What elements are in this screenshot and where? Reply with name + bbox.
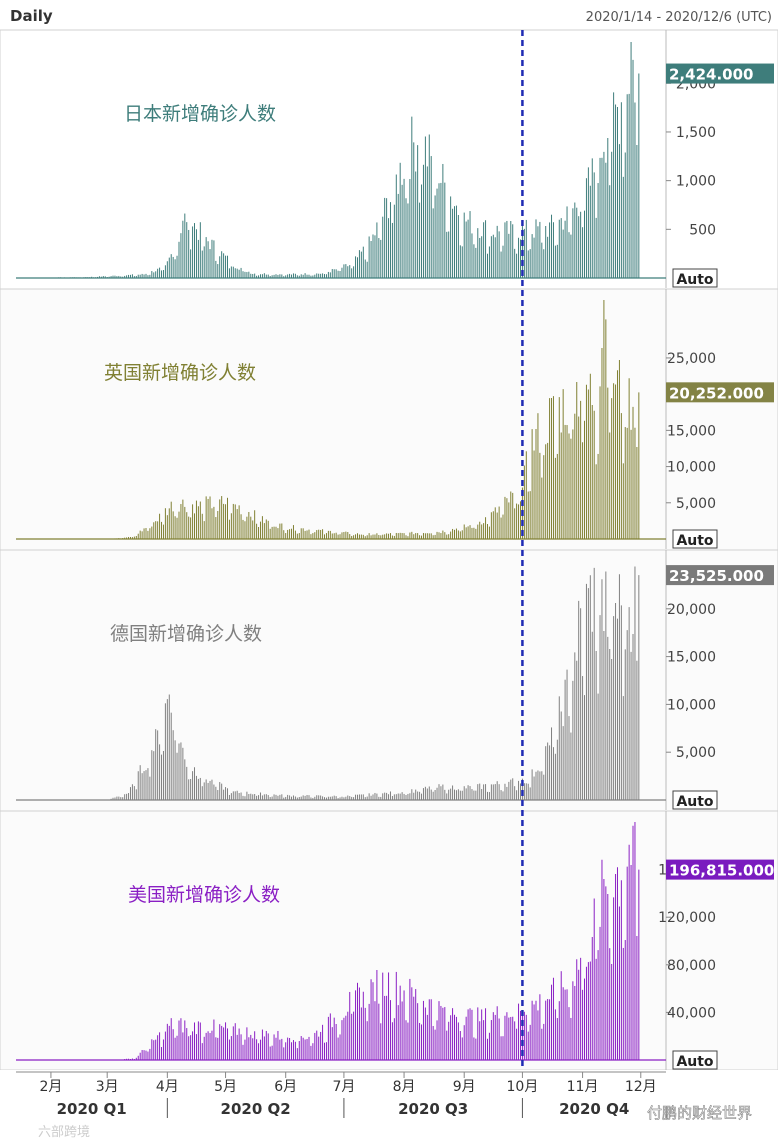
auto-scale-button[interactable]: Auto [672,1050,718,1070]
x-month-label: 5月 [214,1079,237,1095]
y-tick-label: 80,000 [667,958,716,974]
y-tick-label: 10,000 [667,697,716,713]
last-value-text: 20,252.000 [669,384,764,402]
auto-button-box[interactable] [672,790,718,810]
auto-button-box[interactable] [672,529,718,549]
last-value-label: 196,815.000 [666,859,774,880]
x-month-label: 2月 [39,1079,62,1095]
last-value-bg [666,565,774,586]
x-month-label: 10月 [507,1079,539,1095]
y-tick-label: 500 [689,222,716,238]
x-month-label: 3月 [96,1079,119,1095]
last-value-label: 20,252.000 [666,382,774,403]
panel-background [0,549,778,812]
auto-scale-button[interactable]: Auto [672,529,718,549]
last-value-label: 2,424.000 [666,63,774,84]
auto-button-label[interactable]: Auto [676,1054,713,1070]
y-tick-label: 1,500 [676,125,716,141]
auto-button-box[interactable] [672,268,718,288]
x-quarter-label: 2020 Q2 [221,1100,291,1118]
bar-series [116,822,640,1060]
auto-scale-button[interactable]: Auto [672,268,718,288]
watermark-right: 付鹏的财经世界 [647,1104,752,1122]
panel-title: 日本新增确诊人数 [124,103,276,125]
last-value-text: 23,525.000 [669,567,764,585]
y-tick-label: 120,000 [658,910,716,926]
header-bar [0,0,778,30]
x-axis: 2月 3月 4月 5月 6月 7月 8月 9月 10月 11月 12月 2020 Q1 2020 Q2 2… [0,1070,778,1146]
x-month-label: 7月 [332,1079,355,1095]
auto-button-label[interactable]: Auto [676,533,713,549]
date-range-label: 2020/1/14 - 2020/12/6 (UTC) [586,10,772,25]
panel-4: 40,00080,000120,000160,000美国新增确诊人数196,81… [0,810,778,1071]
auto-button-label[interactable]: Auto [676,272,713,288]
x-month-label: 4月 [156,1079,179,1095]
x-month-label: 8月 [393,1079,416,1095]
panel-title: 美国新增确诊人数 [128,884,280,906]
auto-button-label[interactable]: Auto [676,794,713,810]
last-value-text: 196,815.000 [669,862,774,880]
x-month-label: 6月 [274,1079,297,1095]
chart-panels: 5001,0001,5002,000日本新增确诊人数2,424.000Auto5… [0,29,778,1072]
x-quarter-label: 2020 Q3 [398,1100,468,1118]
auto-scale-button[interactable]: Auto [672,790,718,810]
x-month-label: 11月 [567,1079,599,1095]
bar-series [108,300,640,539]
y-tick-label: 5,000 [676,496,716,512]
bar-series [17,42,640,278]
x-quarter-label: 2020 Q1 [57,1100,127,1118]
watermarks: 六部跨境 付鹏的财经世界 [38,1104,752,1140]
y-tick-label: 5,000 [676,745,716,761]
last-value-bg [666,859,774,880]
y-tick-label: 1,000 [676,174,716,190]
y-tick-label: 40,000 [667,1005,716,1021]
y-tick-label: 10,000 [667,460,716,476]
panel-title: 英国新增确诊人数 [104,362,256,384]
panel-background [0,288,778,551]
panel-3: 5,000 10,000 15,000 20,000 德国新增确诊人数 23,525.00… [0,549,778,812]
panel-2: 5,00010,00015,00020,00025,000英国新增确诊人数20,… [0,288,778,551]
interval-label: Daily [10,7,53,25]
y-tick-label: 15,000 [667,650,716,666]
last-value-bg [666,63,774,84]
y-tick-label: 25,000 [667,351,716,367]
watermark-left: 六部跨境 [38,1125,90,1140]
last-value-bg [666,382,774,403]
panel-title: 德国新增确诊人数 [110,623,262,645]
bar-series [108,566,640,800]
y-tick-label: 20,000 [667,602,716,618]
x-month-label: 12月 [625,1079,657,1095]
y-tick-label: 15,000 [667,423,716,439]
x-axis-background [0,1070,778,1146]
x-month-label: 9月 [453,1079,476,1095]
x-quarter-label: 2020 Q4 [559,1100,629,1118]
last-value-text: 2,424.000 [669,66,753,84]
auto-button-box[interactable] [672,1050,718,1070]
last-value-label: 23,525.000 [666,565,774,586]
